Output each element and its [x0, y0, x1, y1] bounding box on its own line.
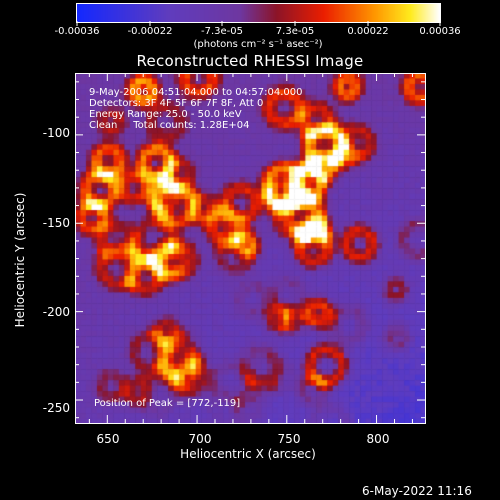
annotation-energy-range: Energy Range: 25.0 - 50.0 keV [89, 109, 242, 120]
plot-axes [75, 73, 426, 424]
colorbar-tick-label: -0.00022 [127, 26, 173, 37]
colorbar-tick-label: -7.3e-05 [201, 26, 243, 37]
x-tick-label: 750 [277, 432, 301, 446]
x-tick-label: 700 [188, 432, 212, 446]
annotation-peak: Position of Peak = [772,-119] [94, 398, 241, 409]
annotation-time-range: 9-May-2006 04:51:04.000 to 04:57:04.000 [89, 87, 303, 98]
y-tick-label: -150 [42, 216, 70, 230]
colorbar-units: (photons cm⁻² s⁻¹ asec⁻²) [193, 39, 323, 50]
y-tick-label: -100 [42, 126, 70, 140]
colorbar-tick-label: 7.3e-05 [275, 26, 315, 37]
y-axis-label: Heliocentric Y (arcsec) [13, 192, 27, 328]
image-title: Reconstructed RHESSI Image [136, 52, 364, 70]
x-tick-label: 650 [96, 432, 120, 446]
rhessi-image-heatmap [75, 73, 426, 424]
plot-timestamp: 6-May-2022 11:16 [362, 484, 472, 498]
colorbar-tick-label: 0.00036 [419, 26, 461, 37]
colorbar-gradient [76, 3, 441, 23]
rhessi-image-plot: 9-May-2006 04:51:04.000 to 04:57:04.000 … [75, 73, 426, 424]
x-axis-label: Heliocentric X (arcsec) [180, 447, 316, 461]
colorbar-tick-label: -0.00036 [54, 26, 100, 37]
annotation-method: Clean Total counts: 1.28E+04 [89, 120, 250, 131]
colorbar-tick-label: 0.00022 [347, 26, 389, 37]
y-tick-label: -250 [42, 401, 70, 415]
annotation-detectors: Detectors: 3F 4F 5F 6F 7F 8F, Att 0 [89, 98, 264, 109]
y-tick-label: -200 [42, 305, 70, 319]
colorbar-ticks [76, 21, 441, 26]
x-tick-label: 800 [366, 432, 390, 446]
